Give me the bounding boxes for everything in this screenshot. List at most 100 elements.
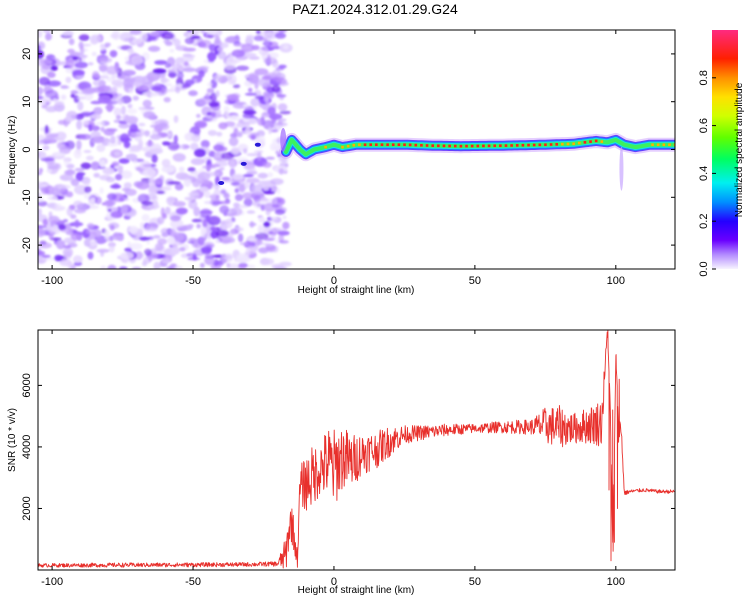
noise-blob [214,239,220,244]
noise-blob [38,86,44,96]
noise-blob [167,181,181,185]
noise-blob [86,223,95,229]
noise-blob [74,208,86,214]
noise-blob [75,172,83,181]
noise-blob [200,140,210,148]
noise-blob [200,30,206,34]
noise-blob [245,35,255,39]
noise-blob [188,90,198,97]
noise-blob [54,254,63,262]
y-tick-label: -10 [21,189,33,205]
spectrogram-y-axis: -20 -10 0 10 20 [21,48,675,253]
noise-blob [90,161,101,171]
noise-blob [109,224,115,231]
noise-blob [208,43,216,52]
noise-blob [214,152,222,157]
signal-peak [583,141,587,144]
noise-blob [122,78,134,89]
noise-blob [267,172,274,178]
noise-blob [268,231,274,235]
noise-blob [278,240,289,244]
noise-blob [155,124,167,129]
noise-blob [60,94,67,100]
noise-blob [227,114,238,121]
noise-blob [41,187,49,195]
noise-blob [263,32,277,40]
noise-blob [41,99,52,105]
noise-blob [215,90,220,97]
noise-blob [275,125,284,130]
noise-blob [51,205,66,211]
noise-blob [148,45,161,52]
noise-blob [193,122,207,128]
noise-blob [145,35,157,41]
noise-blob [250,134,256,141]
noise-blob [143,111,156,119]
noise-blob [122,69,136,76]
noise-blob [119,197,125,202]
noise-blob [149,145,156,150]
noise-blob [208,101,220,108]
noise-blob [100,159,106,168]
noise-blob [258,247,269,254]
noise-blob [263,221,271,228]
noise-blob [123,182,132,189]
signal-peak [459,144,463,148]
signal-peak [346,144,350,148]
noise-blob [120,170,133,179]
noise-blob [223,61,237,70]
noise-blob [38,200,48,207]
noise-blob [264,243,274,247]
noise-hotspot [240,161,247,166]
noise-blob [265,97,270,105]
noise-blob [48,215,60,224]
noise-blob [59,146,71,155]
noise-blob [151,154,158,163]
noise-blob [137,193,150,204]
noise-blob [134,251,143,260]
signal-peak [532,143,536,147]
noise-blob [251,184,264,195]
noise-blob [100,43,105,48]
noise-blob [138,139,144,148]
noise-blob [154,60,168,65]
signal-peak [363,143,367,147]
noise-blob [279,261,292,267]
noise-blob [150,85,163,92]
noise-blob [258,46,269,56]
noise-blob [117,165,123,175]
signal-peak [324,145,327,149]
noise-blob [272,198,278,204]
noise-blob [230,207,243,217]
x-tick-label: -50 [185,576,201,588]
noise-blob [283,44,289,50]
noise-blob [238,264,247,269]
noise-blob [162,141,171,146]
noise-blob [213,259,219,267]
noise-blob [109,50,118,58]
noise-blob [196,113,201,118]
noise-blob [62,31,74,36]
noise-blob [228,136,239,147]
noise-blob [92,71,100,79]
noise-blob [236,121,250,128]
noise-blob [210,111,216,118]
noise-blob [220,189,227,195]
noise-blob [84,186,92,194]
noise-blob [118,123,130,129]
noise-blob [217,51,227,60]
noise-blob [70,214,77,220]
noise-blob [96,248,110,253]
signal-peak [482,144,485,148]
noise-blob [205,92,210,97]
noise-blob [157,216,165,225]
noise-blob [90,130,101,139]
noise-blob [44,125,49,134]
noise-blob [274,209,286,216]
snr-line [38,330,675,569]
noise-blob [135,131,145,135]
noise-blob [85,155,94,161]
noise-blob [249,221,255,228]
chart-title: PAZ1.2024.312.01.29.G24 [292,1,458,17]
noise-blob [282,215,287,220]
